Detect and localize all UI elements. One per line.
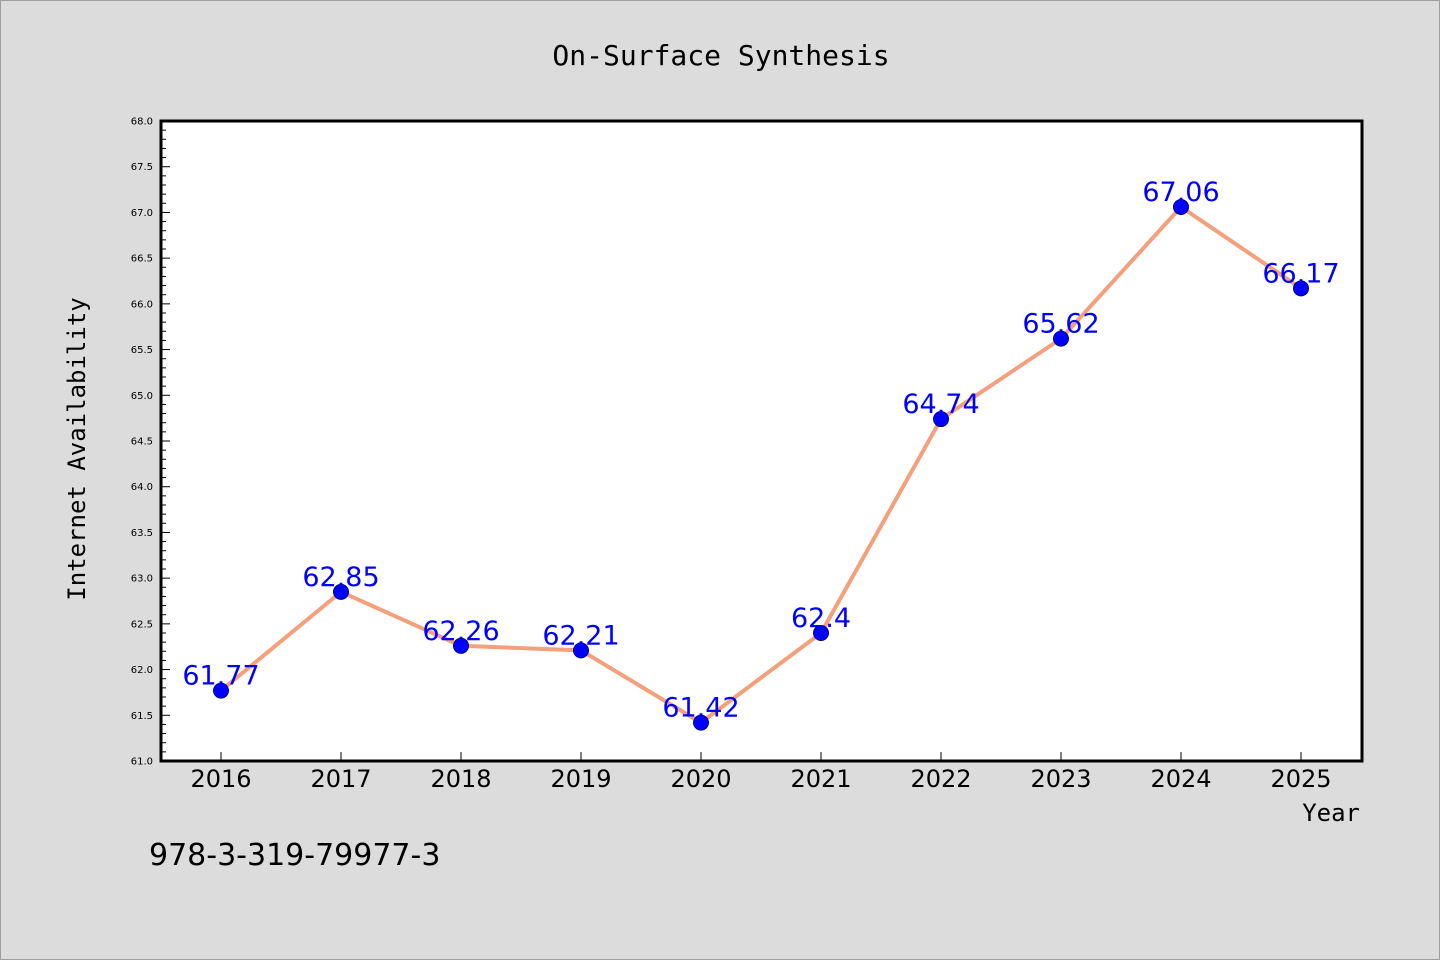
y-tick-label: 65.0 (131, 391, 153, 402)
y-tick-label: 64.5 (131, 437, 153, 448)
data-label: 61.77 (182, 661, 259, 692)
x-tick-label: 2022 (910, 765, 971, 793)
x-axis-label: Year (1302, 799, 1360, 827)
x-tick-label: 2021 (790, 765, 851, 793)
data-label: 64.74 (902, 389, 979, 420)
data-label: 66.17 (1262, 258, 1339, 289)
data-point (213, 682, 229, 699)
data-point (333, 583, 349, 600)
x-tick-label: 2023 (1030, 765, 1091, 793)
y-tick-label: 66.5 (131, 254, 153, 265)
data-label: 62.21 (542, 620, 619, 651)
y-tick-label: 61.0 (131, 757, 153, 768)
data-point (1293, 280, 1309, 297)
y-tick-label: 67.5 (131, 162, 153, 173)
data-markers (213, 198, 1309, 731)
data-point (1173, 198, 1189, 215)
data-point (693, 714, 709, 731)
y-tick-label: 65.5 (131, 345, 153, 356)
data-point (933, 411, 949, 428)
x-axis: 2016 2017 2018 2019 2020 2021 2022 2023 2024 2025 (190, 752, 1332, 793)
y-axis-label: Internet Availability (63, 297, 91, 600)
y-tick-label: 63.5 (131, 528, 153, 539)
x-tick-label: 2025 (1270, 765, 1331, 793)
chart-title: On-Surface Synthesis (552, 39, 889, 72)
x-tick-label: 2020 (670, 765, 731, 793)
x-tick-label: 2018 (430, 765, 491, 793)
y-tick-label: 68.0 (131, 117, 153, 128)
y-tick-label: 62.0 (131, 665, 153, 676)
data-label: 62.26 (422, 616, 499, 647)
x-tick-label: 2019 (550, 765, 611, 793)
x-tick-label: 2017 (310, 765, 371, 793)
y-tick-label: 67.0 (131, 208, 153, 219)
data-label: 62.4 (791, 603, 851, 634)
data-point (573, 642, 589, 659)
y-tick-label: 64.0 (131, 482, 153, 493)
data-label: 65.62 (1022, 309, 1099, 340)
data-point (813, 625, 829, 641)
y-tick-label: 66.0 (131, 299, 153, 310)
data-point (453, 637, 469, 654)
data-labels: 61.77 62.85 62.26 62.21 61.42 62.4 64.74 65.62 6… (182, 177, 1339, 724)
y-axis: 61.0 61.5 62.0 62.5 63.0 63.5 64.0 64.5 65.0 65.5… (131, 117, 170, 768)
x-tick-label: 2016 (190, 765, 251, 793)
data-label: 61.42 (662, 693, 739, 724)
data-label: 67.06 (1142, 177, 1219, 208)
y-tick-label: 61.5 (131, 711, 153, 722)
x-tick-label: 2024 (1150, 765, 1211, 793)
data-point (1053, 330, 1069, 347)
data-label: 62.85 (302, 562, 379, 593)
plot-area (159, 119, 1364, 763)
y-tick-label: 62.5 (131, 619, 153, 630)
isbn-footnote: 978-3-319-79977-3 (149, 838, 440, 873)
y-tick-label: 63.0 (131, 574, 153, 585)
series-line (219, 204, 1303, 725)
